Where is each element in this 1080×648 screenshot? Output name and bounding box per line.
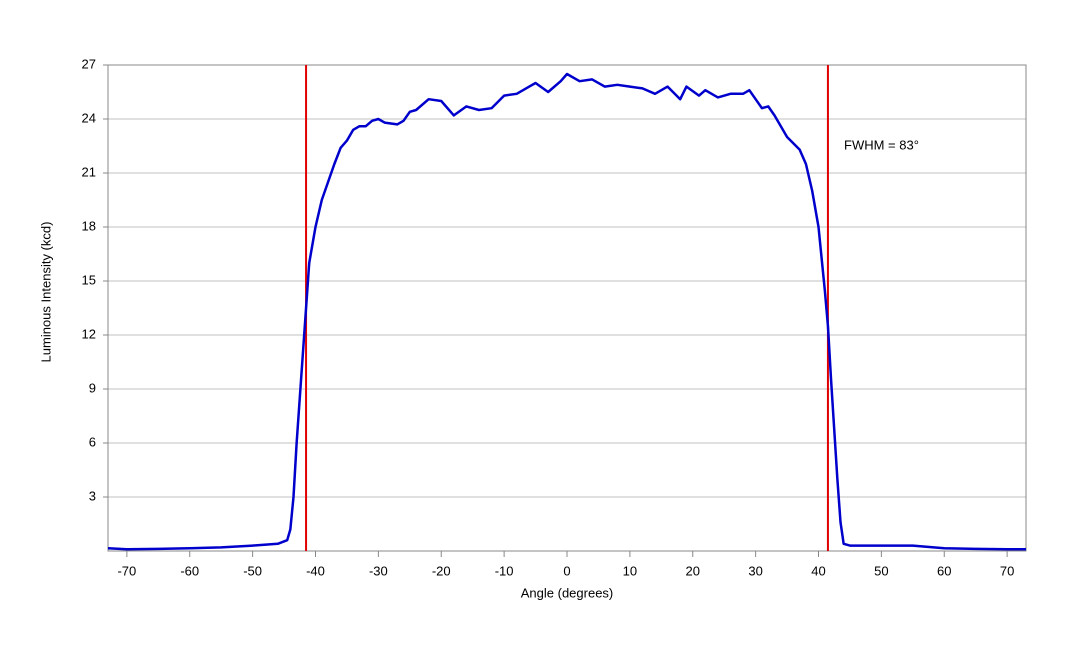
y-tick-label: 27 xyxy=(82,56,96,71)
x-tick-label: -60 xyxy=(180,563,199,578)
x-tick-label: -40 xyxy=(306,563,325,578)
x-tick-label: -70 xyxy=(117,563,136,578)
y-tick-label: 24 xyxy=(82,110,96,125)
y-tick-label: 12 xyxy=(82,326,96,341)
x-tick-label: -50 xyxy=(243,563,262,578)
x-tick-label: 10 xyxy=(623,563,637,578)
y-tick-label: 3 xyxy=(89,488,96,503)
plot-border xyxy=(107,64,1027,552)
y-tick-label: 21 xyxy=(82,164,96,179)
annotation: FWHM = 83° xyxy=(844,137,919,152)
x-tick-label: -10 xyxy=(495,563,514,578)
y-tick-label: 18 xyxy=(82,218,96,233)
x-tick-label: 0 xyxy=(563,563,570,578)
x-tick-label: -30 xyxy=(369,563,388,578)
x-tick-label: -20 xyxy=(432,563,451,578)
x-tick-label: 20 xyxy=(686,563,700,578)
y-tick-label: 9 xyxy=(89,380,96,395)
y-tick-label: 15 xyxy=(82,272,96,287)
x-tick-label: 40 xyxy=(811,563,825,578)
x-tick-label: 60 xyxy=(937,563,951,578)
x-axis-label: Angle (degrees) xyxy=(521,585,614,600)
x-tick-label: 30 xyxy=(748,563,762,578)
x-tick-label: 50 xyxy=(874,563,888,578)
x-tick-label: 70 xyxy=(1000,563,1014,578)
y-axis-label: Luminous Intensity (kcd) xyxy=(38,222,53,363)
y-tick-label: 6 xyxy=(89,434,96,449)
data-line xyxy=(107,72,1026,551)
